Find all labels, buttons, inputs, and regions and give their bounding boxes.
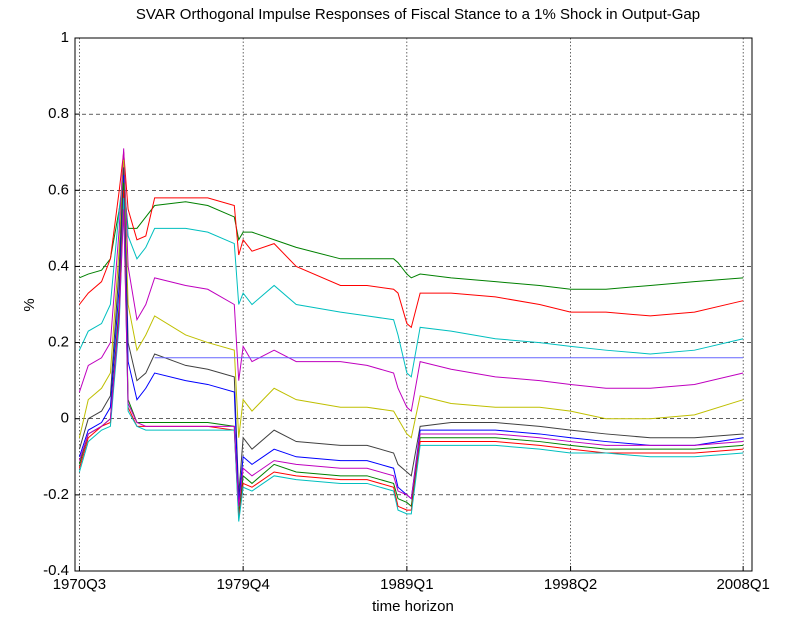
series-line — [79, 152, 744, 329]
y-tick-label: 1 — [61, 29, 69, 46]
y-tick-label: -0.2 — [43, 486, 69, 503]
x-axis-label: time horizon — [372, 598, 454, 615]
x-tick-label: 1989Q1 — [380, 576, 433, 593]
y-axis-label: % — [21, 298, 38, 311]
x-tick-label: 1998Q2 — [544, 576, 597, 593]
y-tick-label: 0.4 — [48, 257, 69, 274]
y-tick-label: 0.6 — [48, 181, 69, 198]
x-tick-label: 1970Q3 — [53, 576, 106, 593]
series-line — [78, 209, 744, 507]
series-line — [78, 148, 744, 413]
y-tick-label: 0.8 — [48, 105, 69, 122]
chart-title: SVAR Orthogonal Impulse Responses of Fis… — [136, 6, 700, 23]
y-tick-label: 0.2 — [48, 334, 69, 351]
y-tick-label: 0 — [61, 410, 69, 427]
x-tick-label: 2008Q1 — [716, 576, 769, 593]
axes-box — [74, 37, 753, 572]
x-tick-label: 1979Q4 — [216, 576, 269, 593]
y-tick-label: -0.4 — [43, 562, 69, 579]
